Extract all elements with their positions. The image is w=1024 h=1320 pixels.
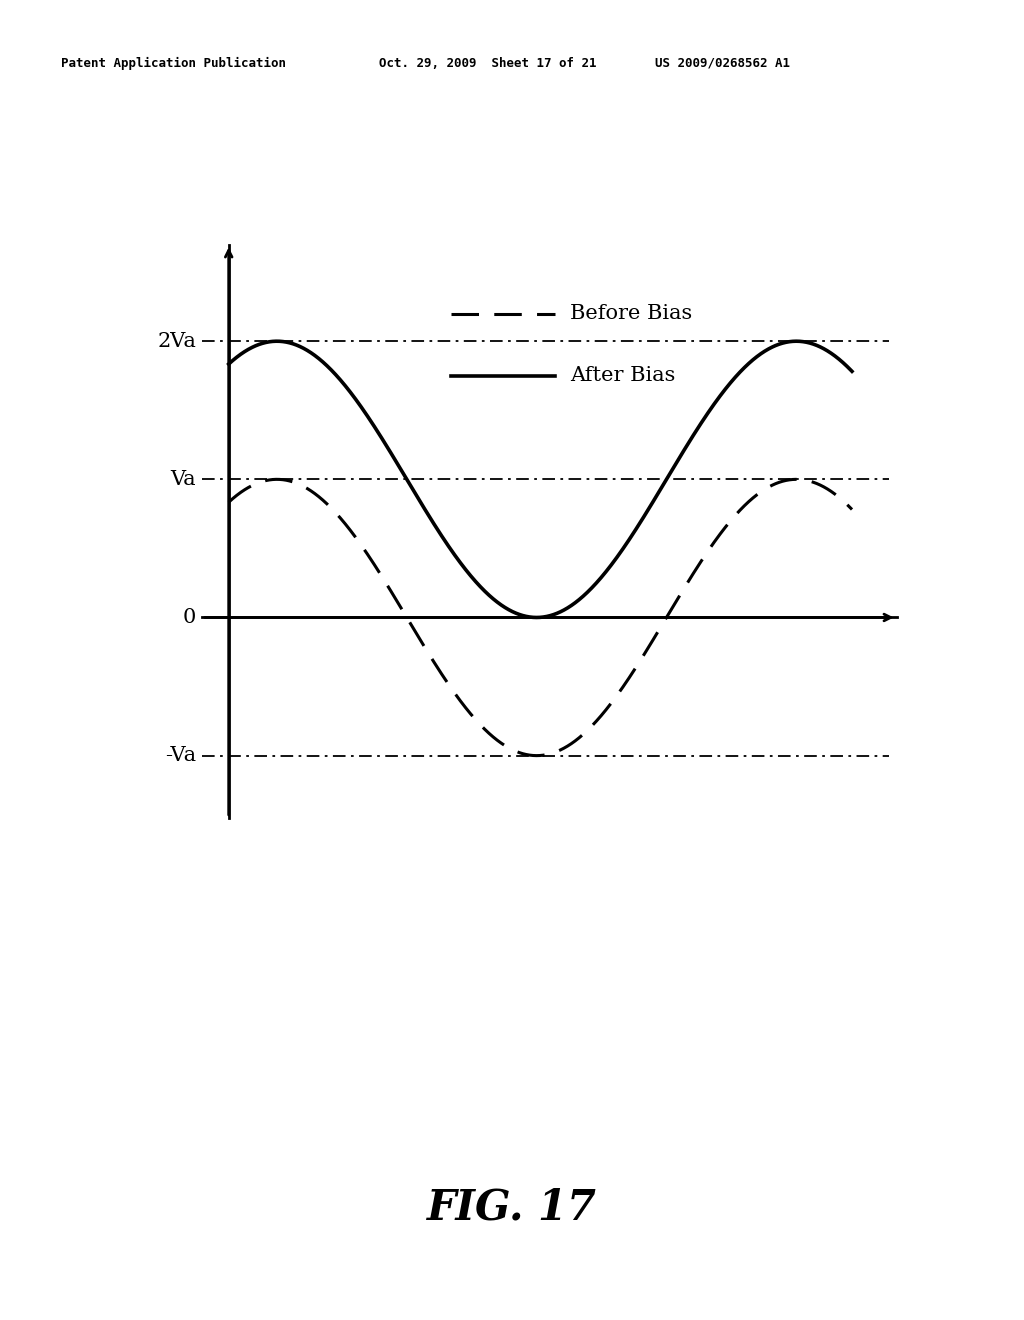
Text: Va: Va bbox=[170, 470, 196, 488]
Text: US 2009/0268562 A1: US 2009/0268562 A1 bbox=[655, 57, 791, 70]
Text: 2Va: 2Va bbox=[157, 331, 196, 351]
Text: After Bias: After Bias bbox=[570, 366, 676, 385]
Text: FIG. 17: FIG. 17 bbox=[427, 1187, 597, 1229]
Text: Before Bias: Before Bias bbox=[570, 304, 692, 323]
Text: -Va: -Va bbox=[165, 746, 196, 766]
Text: 0: 0 bbox=[182, 609, 196, 627]
Text: Oct. 29, 2009  Sheet 17 of 21: Oct. 29, 2009 Sheet 17 of 21 bbox=[379, 57, 596, 70]
Text: Patent Application Publication: Patent Application Publication bbox=[61, 57, 287, 70]
